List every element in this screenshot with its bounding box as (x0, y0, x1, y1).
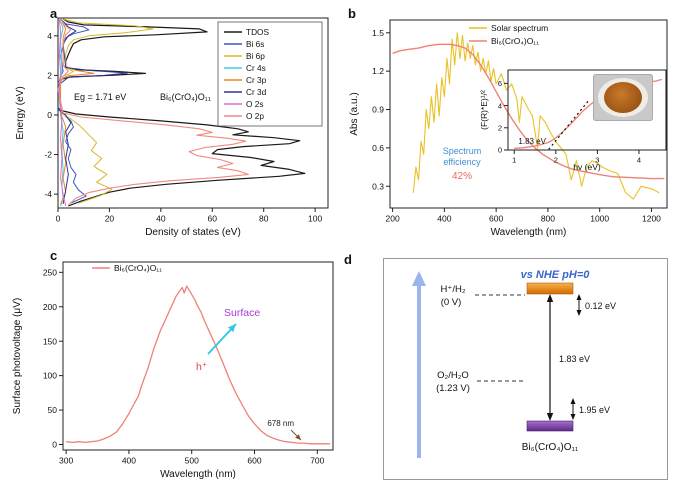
svg-text:Cr 3d: Cr 3d (246, 87, 267, 97)
svg-text:300: 300 (59, 456, 73, 466)
svg-text:0.3: 0.3 (372, 181, 384, 191)
svg-text:4: 4 (637, 156, 641, 165)
svg-text:Spectrum: Spectrum (443, 146, 482, 156)
svg-text:20: 20 (105, 214, 115, 224)
dos-chart: 0 20 40 60 80 100 -4 -2 0 2 4 Density of states (eV… (15, 17, 329, 238)
compound-label: Bi₆(CrO₄)O₁₁ (522, 442, 579, 453)
powder-photo (593, 74, 653, 121)
h2-couple-label: H⁺/H₂ (440, 284, 465, 295)
svg-text:4: 4 (47, 31, 52, 41)
svg-text:800: 800 (541, 214, 555, 224)
o2-couple-label: O₂/H₂O (437, 370, 469, 381)
svg-text:2: 2 (498, 123, 502, 132)
photovoltage-chart: 300 400 500 600 700 0 50 100 150 200 250 Wavelength… (12, 261, 334, 480)
svg-text:2: 2 (554, 156, 558, 165)
potential-axis-arrowhead-icon (412, 271, 426, 286)
svg-text:efficiency: efficiency (443, 157, 481, 167)
svg-text:Energy (eV): Energy (eV) (15, 86, 26, 139)
svg-text:678 nm: 678 nm (267, 419, 294, 428)
svg-text:Bi 6p: Bi 6p (246, 51, 265, 61)
panel-letter-d: d (344, 252, 352, 267)
svg-text:h⁺: h⁺ (196, 361, 207, 373)
band-diagram-panel: vs NHE pH=0 H⁺/H₂ (0 V) 0.12 eV 1.83 eV … (383, 258, 668, 480)
panel-letter-c: c (50, 248, 58, 263)
svg-text:1.83 eV: 1.83 eV (518, 137, 546, 146)
svg-text:100: 100 (308, 214, 322, 224)
panel-d-frame (383, 258, 668, 480)
svg-text:100: 100 (43, 371, 57, 381)
svg-text:Bi₆(CrO₄)O₁₁: Bi₆(CrO₄)O₁₁ (491, 36, 539, 46)
svg-text:Solar spectrum: Solar spectrum (491, 23, 548, 33)
h2-potential-label: (0 V) (441, 297, 462, 308)
svg-text:80: 80 (259, 214, 269, 224)
vb-offset-label: 1.95 eV (579, 405, 610, 415)
svg-text:1000: 1000 (590, 214, 609, 224)
vs-nhe-label: vs NHE pH=0 (521, 269, 591, 281)
svg-text:600: 600 (247, 456, 261, 466)
svg-text:6: 6 (498, 79, 502, 88)
svg-text:150: 150 (43, 336, 57, 346)
cb-offset-label: 0.12 eV (585, 301, 616, 311)
arrowhead-icon (546, 294, 554, 302)
svg-text:200: 200 (43, 302, 57, 312)
band-gap-label: 1.83 eV (559, 354, 590, 364)
svg-text:Density of states (eV): Density of states (eV) (145, 227, 241, 238)
arrowhead-icon (546, 413, 554, 421)
arrowhead-icon (576, 294, 582, 300)
svg-text:Wavelength (nm): Wavelength (nm) (160, 469, 236, 480)
svg-text:(F(R)*E)¹/²: (F(R)*E)¹/² (479, 90, 489, 130)
svg-text:3: 3 (595, 156, 599, 165)
panel-letter-b: b (348, 6, 356, 21)
svg-text:0: 0 (56, 214, 61, 224)
conduction-band-bar (526, 282, 574, 295)
svg-text:0: 0 (498, 146, 502, 155)
svg-text:500: 500 (185, 456, 199, 466)
svg-text:1: 1 (512, 156, 516, 165)
arrowhead-icon (570, 414, 576, 420)
svg-text:0: 0 (47, 110, 52, 120)
svg-text:2: 2 (47, 70, 52, 80)
svg-text:Bi₆(CrO₄)O₁₁: Bi₆(CrO₄)O₁₁ (160, 92, 211, 102)
arrowhead-icon (570, 398, 576, 404)
svg-text:Bi 6s: Bi 6s (246, 39, 264, 49)
svg-text:TDOS: TDOS (246, 27, 270, 37)
svg-text:-2: -2 (44, 150, 52, 160)
o2-potential-label: (1.23 V) (436, 383, 470, 394)
svg-text:Surface: Surface (224, 307, 260, 319)
svg-text:Bi₆(CrO₄)O₁₁: Bi₆(CrO₄)O₁₁ (114, 263, 162, 273)
svg-text:4: 4 (498, 101, 502, 110)
svg-text:600: 600 (489, 214, 503, 224)
svg-text:60: 60 (208, 214, 218, 224)
svg-text:250: 250 (43, 267, 57, 277)
svg-text:Wavelength (nm): Wavelength (nm) (491, 227, 567, 238)
absorbance-chart: 200 400 600 800 1000 1200 0.3 0.6 0.9 1.2 1.5 Wavel… (349, 19, 668, 238)
svg-text:700: 700 (310, 456, 324, 466)
svg-text:1.2: 1.2 (372, 66, 384, 76)
svg-text:Cr 3p: Cr 3p (246, 75, 267, 85)
svg-text:Abs (a.u.): Abs (a.u.) (349, 92, 360, 135)
svg-text:1.5: 1.5 (372, 28, 384, 38)
svg-text:0.6: 0.6 (372, 143, 384, 153)
svg-text:400: 400 (437, 214, 451, 224)
arrowhead-icon (576, 310, 582, 316)
svg-text:400: 400 (122, 456, 136, 466)
svg-text:1200: 1200 (642, 214, 661, 224)
svg-text:40: 40 (156, 214, 166, 224)
svg-text:Surface photovoltage (μV): Surface photovoltage (μV) (12, 298, 23, 414)
svg-text:0: 0 (52, 440, 57, 450)
panel-letter-a: a (50, 6, 58, 21)
powder-sample (604, 82, 642, 113)
svg-text:-4: -4 (44, 189, 52, 199)
svg-text:O 2s: O 2s (246, 99, 264, 109)
svg-text:42%: 42% (452, 171, 472, 182)
valence-band-bar (526, 420, 574, 432)
svg-text:hv (eV): hv (eV) (573, 162, 601, 172)
svg-text:200: 200 (385, 214, 399, 224)
svg-text:O 2p: O 2p (246, 111, 264, 121)
svg-text:Cr 4s: Cr 4s (246, 63, 266, 73)
svg-text:0.9: 0.9 (372, 105, 384, 115)
svg-text:Eg = 1.71 eV: Eg = 1.71 eV (74, 92, 126, 102)
svg-text:50: 50 (48, 405, 58, 415)
